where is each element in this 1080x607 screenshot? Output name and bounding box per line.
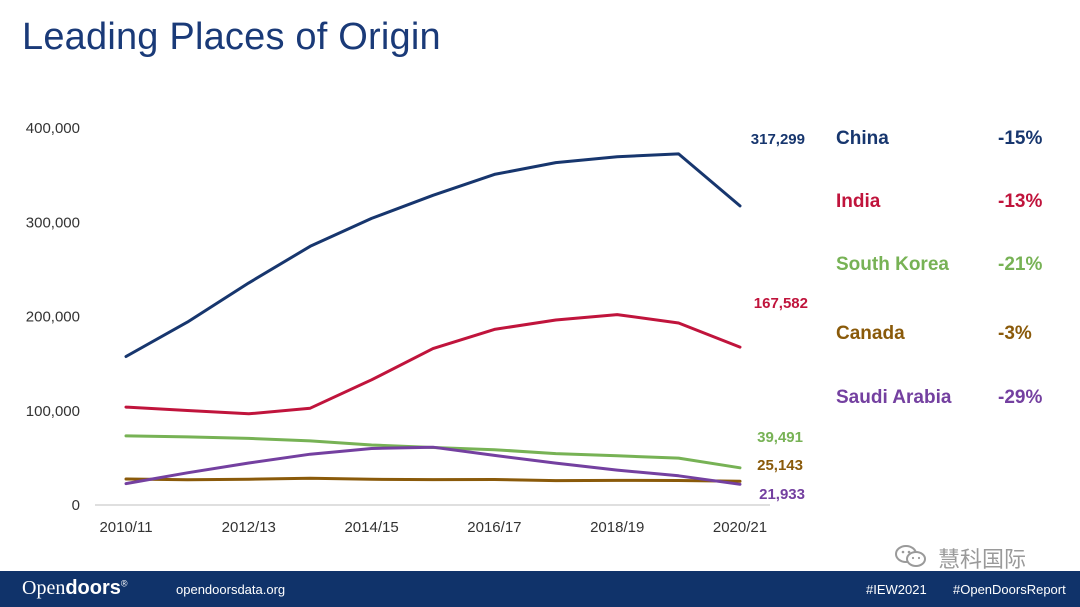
series-line-canada	[124, 476, 742, 483]
legend-change-india: -13%	[998, 191, 1042, 212]
legend-change-canada: -3%	[998, 323, 1032, 344]
legend-change-south-korea: -21%	[998, 254, 1042, 275]
end-value-label-south-korea: 39,491	[757, 429, 803, 446]
x-tick-label: 2020/21	[713, 519, 767, 536]
legend-name-canada: Canada	[836, 323, 905, 344]
footer-url[interactable]: opendoorsdata.org	[176, 582, 286, 597]
series-lines	[124, 152, 742, 486]
end-value-label-india: 167,582	[754, 295, 808, 312]
legend-change-china: -15%	[998, 128, 1042, 149]
hashtag-iew: #IEW2021	[866, 582, 927, 597]
end-value-label-china: 317,299	[751, 131, 805, 148]
y-tick-label: 200,000	[26, 309, 80, 326]
legend-name-south-korea: South Korea	[836, 254, 949, 275]
legend-name-china: China	[836, 128, 889, 149]
series-line-south-korea	[124, 434, 742, 470]
wechat-icon	[895, 545, 926, 567]
footer-bar: Opendoors® opendoorsdata.org #IEW2021 #O…	[0, 571, 1080, 607]
x-tick-label: 2012/13	[222, 519, 276, 536]
series-line-saudi-arabia	[124, 445, 742, 486]
end-value-label-canada: 25,143	[757, 457, 803, 474]
x-tick-label: 2016/17	[467, 519, 521, 536]
end-value-label-saudi-arabia: 21,933	[759, 486, 805, 503]
legend: China -15% India -13% South Korea -21% Canada -…	[836, 128, 1042, 408]
y-tick-label: 400,000	[26, 120, 80, 137]
watermark-text: 慧科国际	[938, 548, 1027, 573]
y-tick-label: 0	[72, 497, 80, 514]
x-tick-label: 2018/19	[590, 519, 644, 536]
registered-mark: ®	[120, 578, 128, 589]
series-line-india	[124, 313, 742, 416]
x-tick-label: 2010/11	[99, 519, 152, 536]
y-tick-label: 100,000	[26, 403, 80, 420]
x-tick-label: 2014/15	[344, 519, 398, 536]
y-tick-label: 300,000	[26, 214, 80, 231]
open-doors-logo: Opendoors®	[22, 577, 128, 600]
legend-name-india: India	[836, 191, 881, 212]
legend-name-saudi-arabia: Saudi Arabia	[836, 387, 952, 408]
logo-part-doors: doors	[65, 577, 121, 599]
end-labels: 317,299 167,582 39,491 25,143 21,933	[751, 131, 808, 503]
logo-part-open: Open	[22, 577, 66, 599]
x-axis: 2010/11 2012/13 2014/15 2016/17 2018/19 2020/…	[95, 504, 770, 536]
page-title: Leading Places of Origin	[22, 16, 441, 58]
legend-change-saudi-arabia: -29%	[998, 387, 1042, 408]
series-line-china	[124, 152, 742, 358]
y-axis: 0 100,000 200,000 300,000 400,000	[26, 120, 80, 514]
hashtag-opendoors: #OpenDoorsReport	[953, 582, 1066, 597]
